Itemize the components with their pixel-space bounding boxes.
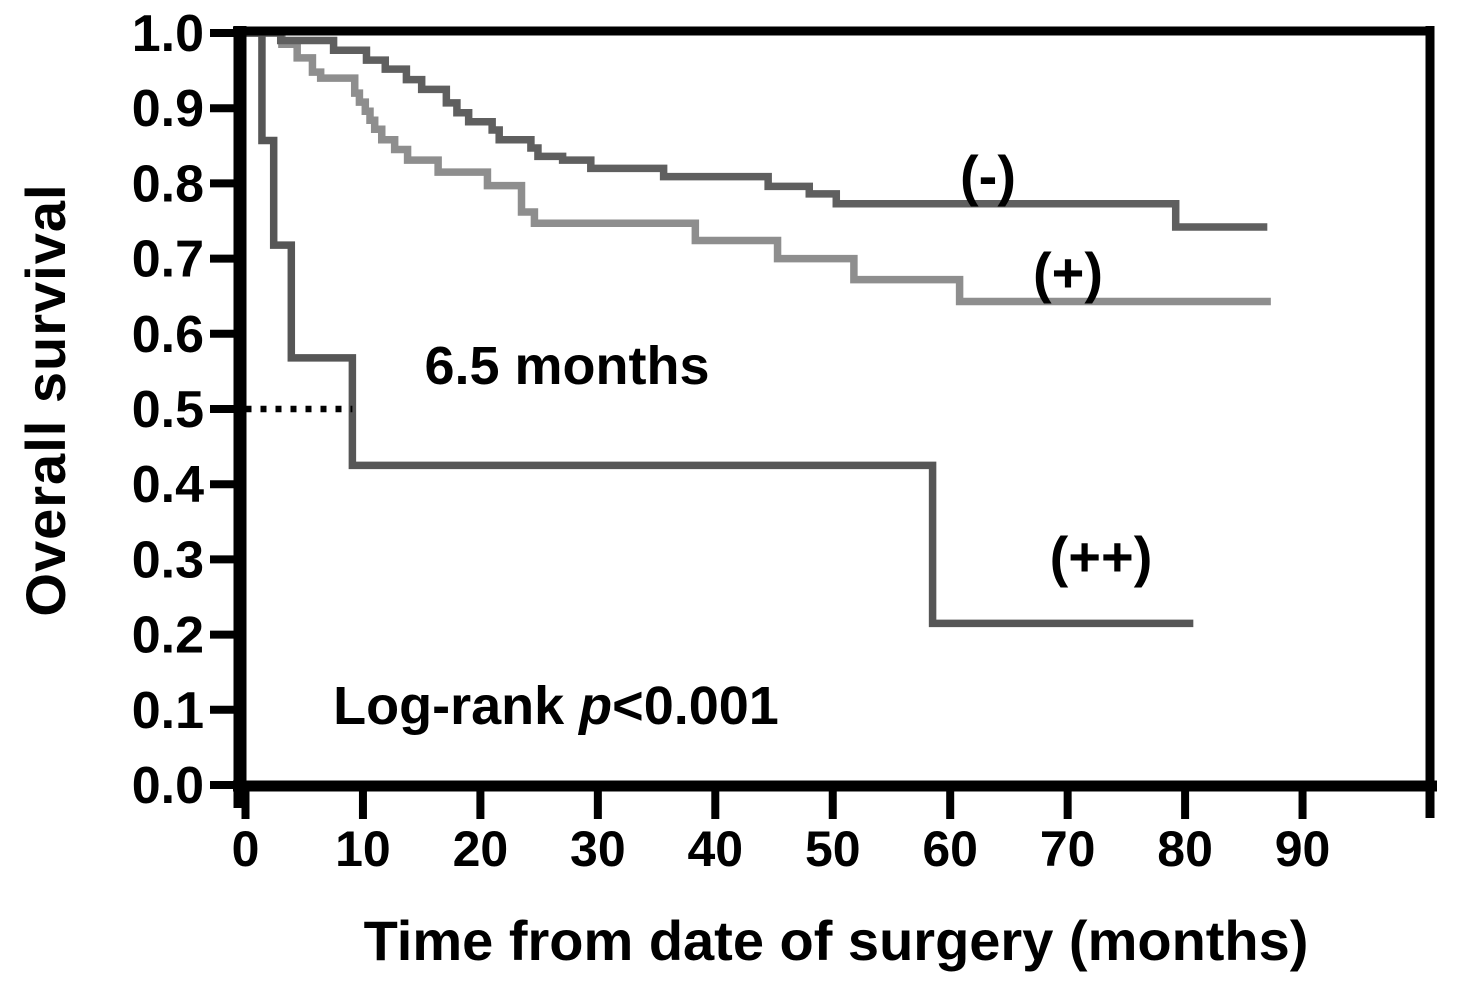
- y-axis-tick-label: 0.2: [132, 607, 204, 665]
- y-axis-tick-label: 0.4: [132, 456, 204, 514]
- x-axis-tick-label: 50: [805, 821, 861, 877]
- km-curve-strong-positive: [245, 29, 1194, 628]
- series-label-positive: (+): [1033, 241, 1103, 304]
- y-axis-tick-label: 0.6: [132, 306, 204, 364]
- y-axis-tick-label: 1.0: [132, 5, 204, 63]
- y-axis-tick-label: 0.5: [132, 381, 204, 439]
- y-axis-tick-label: 0.7: [132, 231, 204, 289]
- y-axis-tick-label: 0.0: [132, 757, 204, 815]
- series-label-strong-positive: (++): [1049, 525, 1153, 588]
- x-axis-tick-label: 70: [1040, 821, 1096, 877]
- x-axis-title: Time from date of surgery (months): [363, 909, 1309, 972]
- series-label-negative: (-): [960, 144, 1016, 207]
- km-curve-negative: [245, 29, 1268, 231]
- x-axis-tick-label: 60: [922, 821, 978, 877]
- x-axis-tick-label: 10: [335, 821, 391, 877]
- y-axis-tick-label: 0.3: [132, 531, 204, 589]
- x-axis-tick-label: 40: [687, 821, 743, 877]
- logrank-text-pre: Log-rank: [333, 676, 580, 736]
- y-axis-title: Overall survival: [14, 183, 77, 617]
- x-axis-tick-label: 90: [1275, 821, 1331, 877]
- logrank-p-symbol: p: [579, 676, 613, 736]
- logrank-text-post: <0.001: [612, 676, 779, 736]
- km-curve-positive: [245, 29, 1271, 306]
- y-axis-tick-label: 0.9: [132, 80, 204, 138]
- x-axis-tick-label: 0: [232, 821, 260, 877]
- y-axis-tick-label: 0.1: [132, 682, 204, 740]
- x-axis-tick-label: 30: [570, 821, 626, 877]
- logrank-p-annotation: Log-rank p<0.001: [333, 679, 779, 733]
- median-survival-annotation: 6.5 months: [424, 336, 710, 396]
- x-axis-tick-label: 20: [453, 821, 509, 877]
- x-axis-tick-label: 80: [1157, 821, 1213, 877]
- y-axis-tick-label: 0.8: [132, 155, 204, 213]
